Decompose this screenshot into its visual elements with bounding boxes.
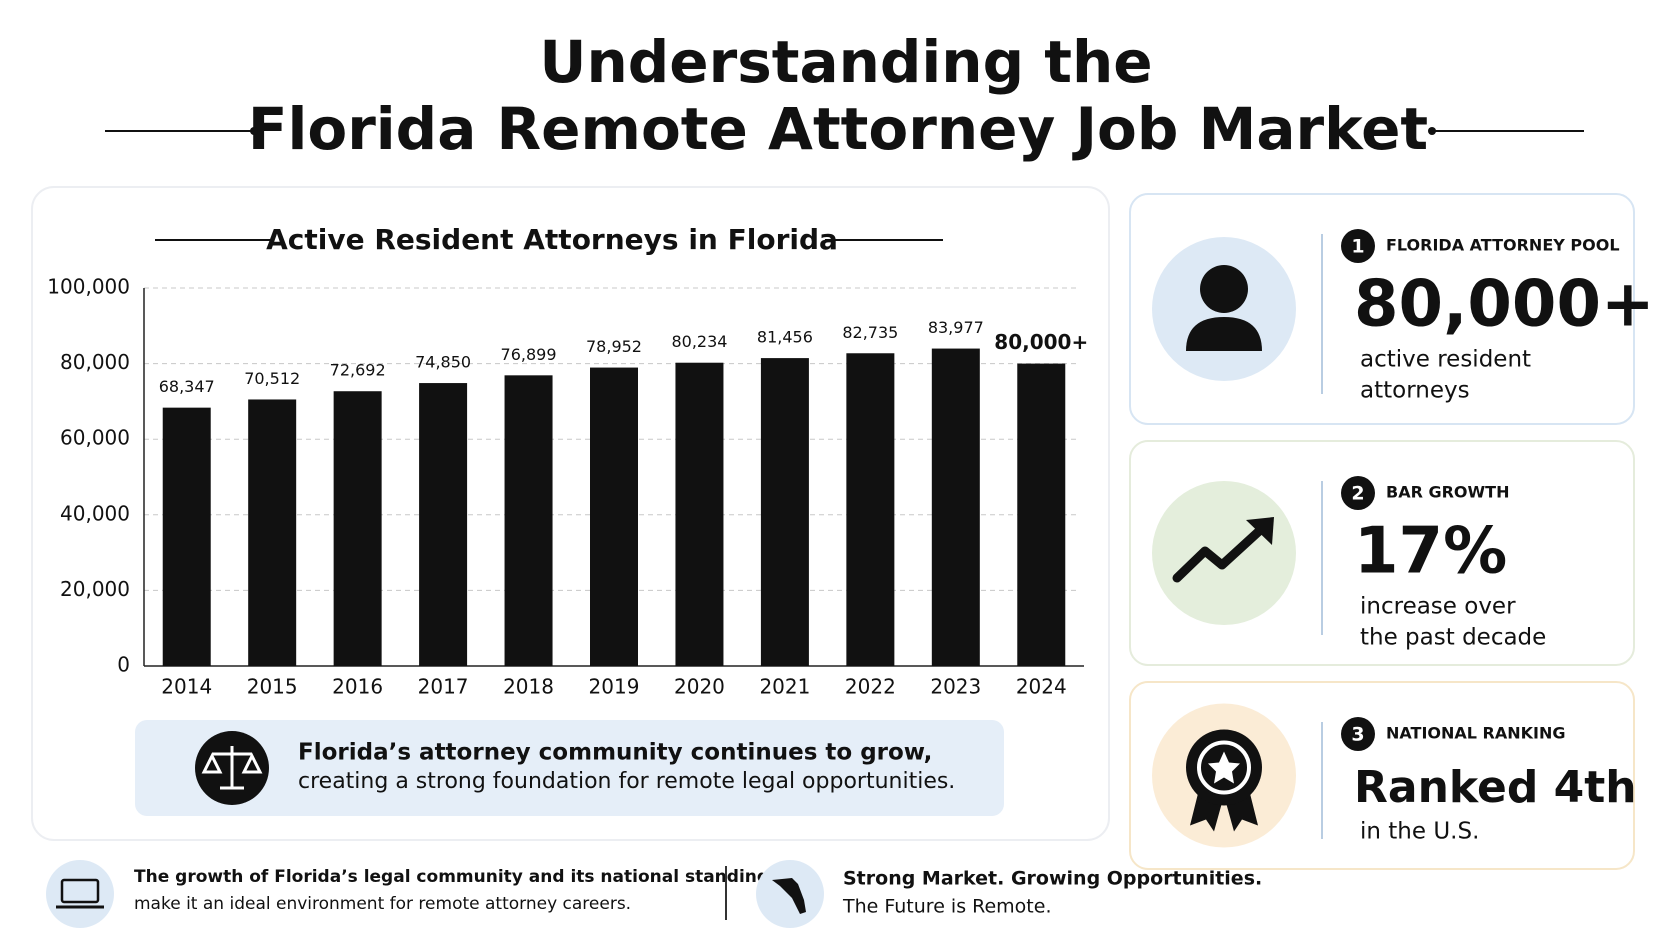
x-tick-label: 2017: [418, 675, 469, 699]
scale-glyph: [201, 746, 263, 790]
x-tick-label: 2016: [332, 675, 383, 699]
florida-glyph: [772, 878, 806, 914]
person-glyph: [1200, 265, 1248, 313]
bar: [760, 358, 809, 666]
value-label: 74,850: [415, 353, 471, 372]
laptop-glyph: [60, 878, 100, 904]
card-heading: FLORIDA ATTORNEY POOL: [1386, 236, 1620, 255]
card-icon-bg: [1152, 481, 1296, 625]
value-label: 70,512: [244, 369, 300, 388]
trend-glyph: [1246, 517, 1274, 545]
card-number: 1: [1351, 236, 1364, 258]
value-label: 72,692: [330, 361, 386, 380]
cards: 1 FLORIDA ATTORNEY POOL 80,000+ active resi…: [1129, 193, 1655, 870]
bar: [248, 399, 297, 666]
person-glyph: [1186, 317, 1262, 351]
card-text: the past decade: [1360, 625, 1546, 651]
value-label: 81,456: [757, 328, 813, 347]
y-tick-label: 40,000: [60, 501, 130, 525]
decor-dot: [250, 127, 258, 135]
footer-right: The Future is Remote.: [842, 896, 1052, 918]
bar: [504, 375, 553, 666]
laptop-icon: [46, 860, 114, 928]
y-tick-label: 60,000: [60, 426, 130, 450]
bar: [846, 353, 895, 666]
card-number: 2: [1351, 483, 1364, 505]
card-stat: 17%: [1354, 515, 1507, 589]
x-tick-label: 2015: [247, 675, 298, 699]
card-text: attorneys: [1360, 378, 1470, 404]
x-tick-label: 2023: [930, 675, 981, 699]
y-tick-label: 100,000: [47, 275, 130, 299]
card-number: 3: [1351, 724, 1364, 746]
title-line: Florida Remote Attorney Job Market: [248, 95, 1428, 163]
x-tick-label: 2021: [759, 675, 810, 699]
callout-box: [135, 720, 1004, 816]
value-label: 82,735: [842, 323, 898, 342]
number-badge: [1341, 717, 1375, 751]
title-line: Understanding the: [539, 28, 1152, 96]
card-stat: 80,000+: [1354, 268, 1655, 342]
x-tick-label: 2022: [845, 675, 896, 699]
footer-right: Strong Market. Growing Opportunities.: [843, 868, 1262, 890]
y-tick-label: 20,000: [60, 577, 130, 601]
chart-panel: [31, 186, 1110, 841]
footer-left: make it an ideal environment for remote …: [134, 894, 631, 914]
bar: [931, 348, 980, 666]
bar: [1017, 363, 1066, 666]
star-glyph: [1208, 751, 1240, 784]
value-label: 80,000+: [994, 330, 1088, 354]
card-stat: Ranked 4th: [1354, 762, 1637, 813]
number-badge: [1341, 476, 1375, 510]
callout-bold: Florida’s attorney community continues t…: [298, 740, 932, 766]
value-label: 68,347: [159, 377, 215, 396]
medal-glyph: [1197, 740, 1251, 795]
y-tick-label: 80,000: [60, 350, 130, 374]
value-label: 78,952: [586, 337, 642, 356]
x-tick-label: 2014: [161, 675, 212, 699]
card-text: active resident: [1360, 347, 1531, 373]
x-tick-label: 2018: [503, 675, 554, 699]
trend-glyph: [1172, 518, 1273, 583]
x-tick-label: 2019: [589, 675, 640, 699]
value-label: 76,899: [501, 345, 557, 364]
bar: [162, 407, 211, 666]
number-badge: [1341, 229, 1375, 263]
x-tick-label: 2020: [674, 675, 725, 699]
bar: [333, 391, 382, 666]
card-heading: BAR GROWTH: [1386, 483, 1509, 502]
card-text: increase over: [1360, 594, 1516, 620]
value-label: 80,234: [671, 332, 727, 351]
plot: 0 20,000 40,000 60,000 80,000 100,000 2014 68,3…: [47, 275, 1088, 699]
bar: [590, 367, 638, 666]
footer-left: The growth of Florida’s legal community …: [134, 867, 769, 887]
card-heading: NATIONAL RANKING: [1386, 724, 1566, 743]
card-text: in the U.S.: [1360, 819, 1479, 845]
chart-title: Active Resident Attorneys in Florida: [266, 223, 838, 256]
bar: [419, 383, 468, 666]
value-label: 83,977: [928, 318, 984, 337]
y-tick-label: 0: [117, 653, 130, 677]
bar: [675, 362, 724, 666]
callout-text: creating a strong foundation for remote …: [298, 769, 955, 794]
x-tick-label: 2024: [1016, 675, 1067, 699]
